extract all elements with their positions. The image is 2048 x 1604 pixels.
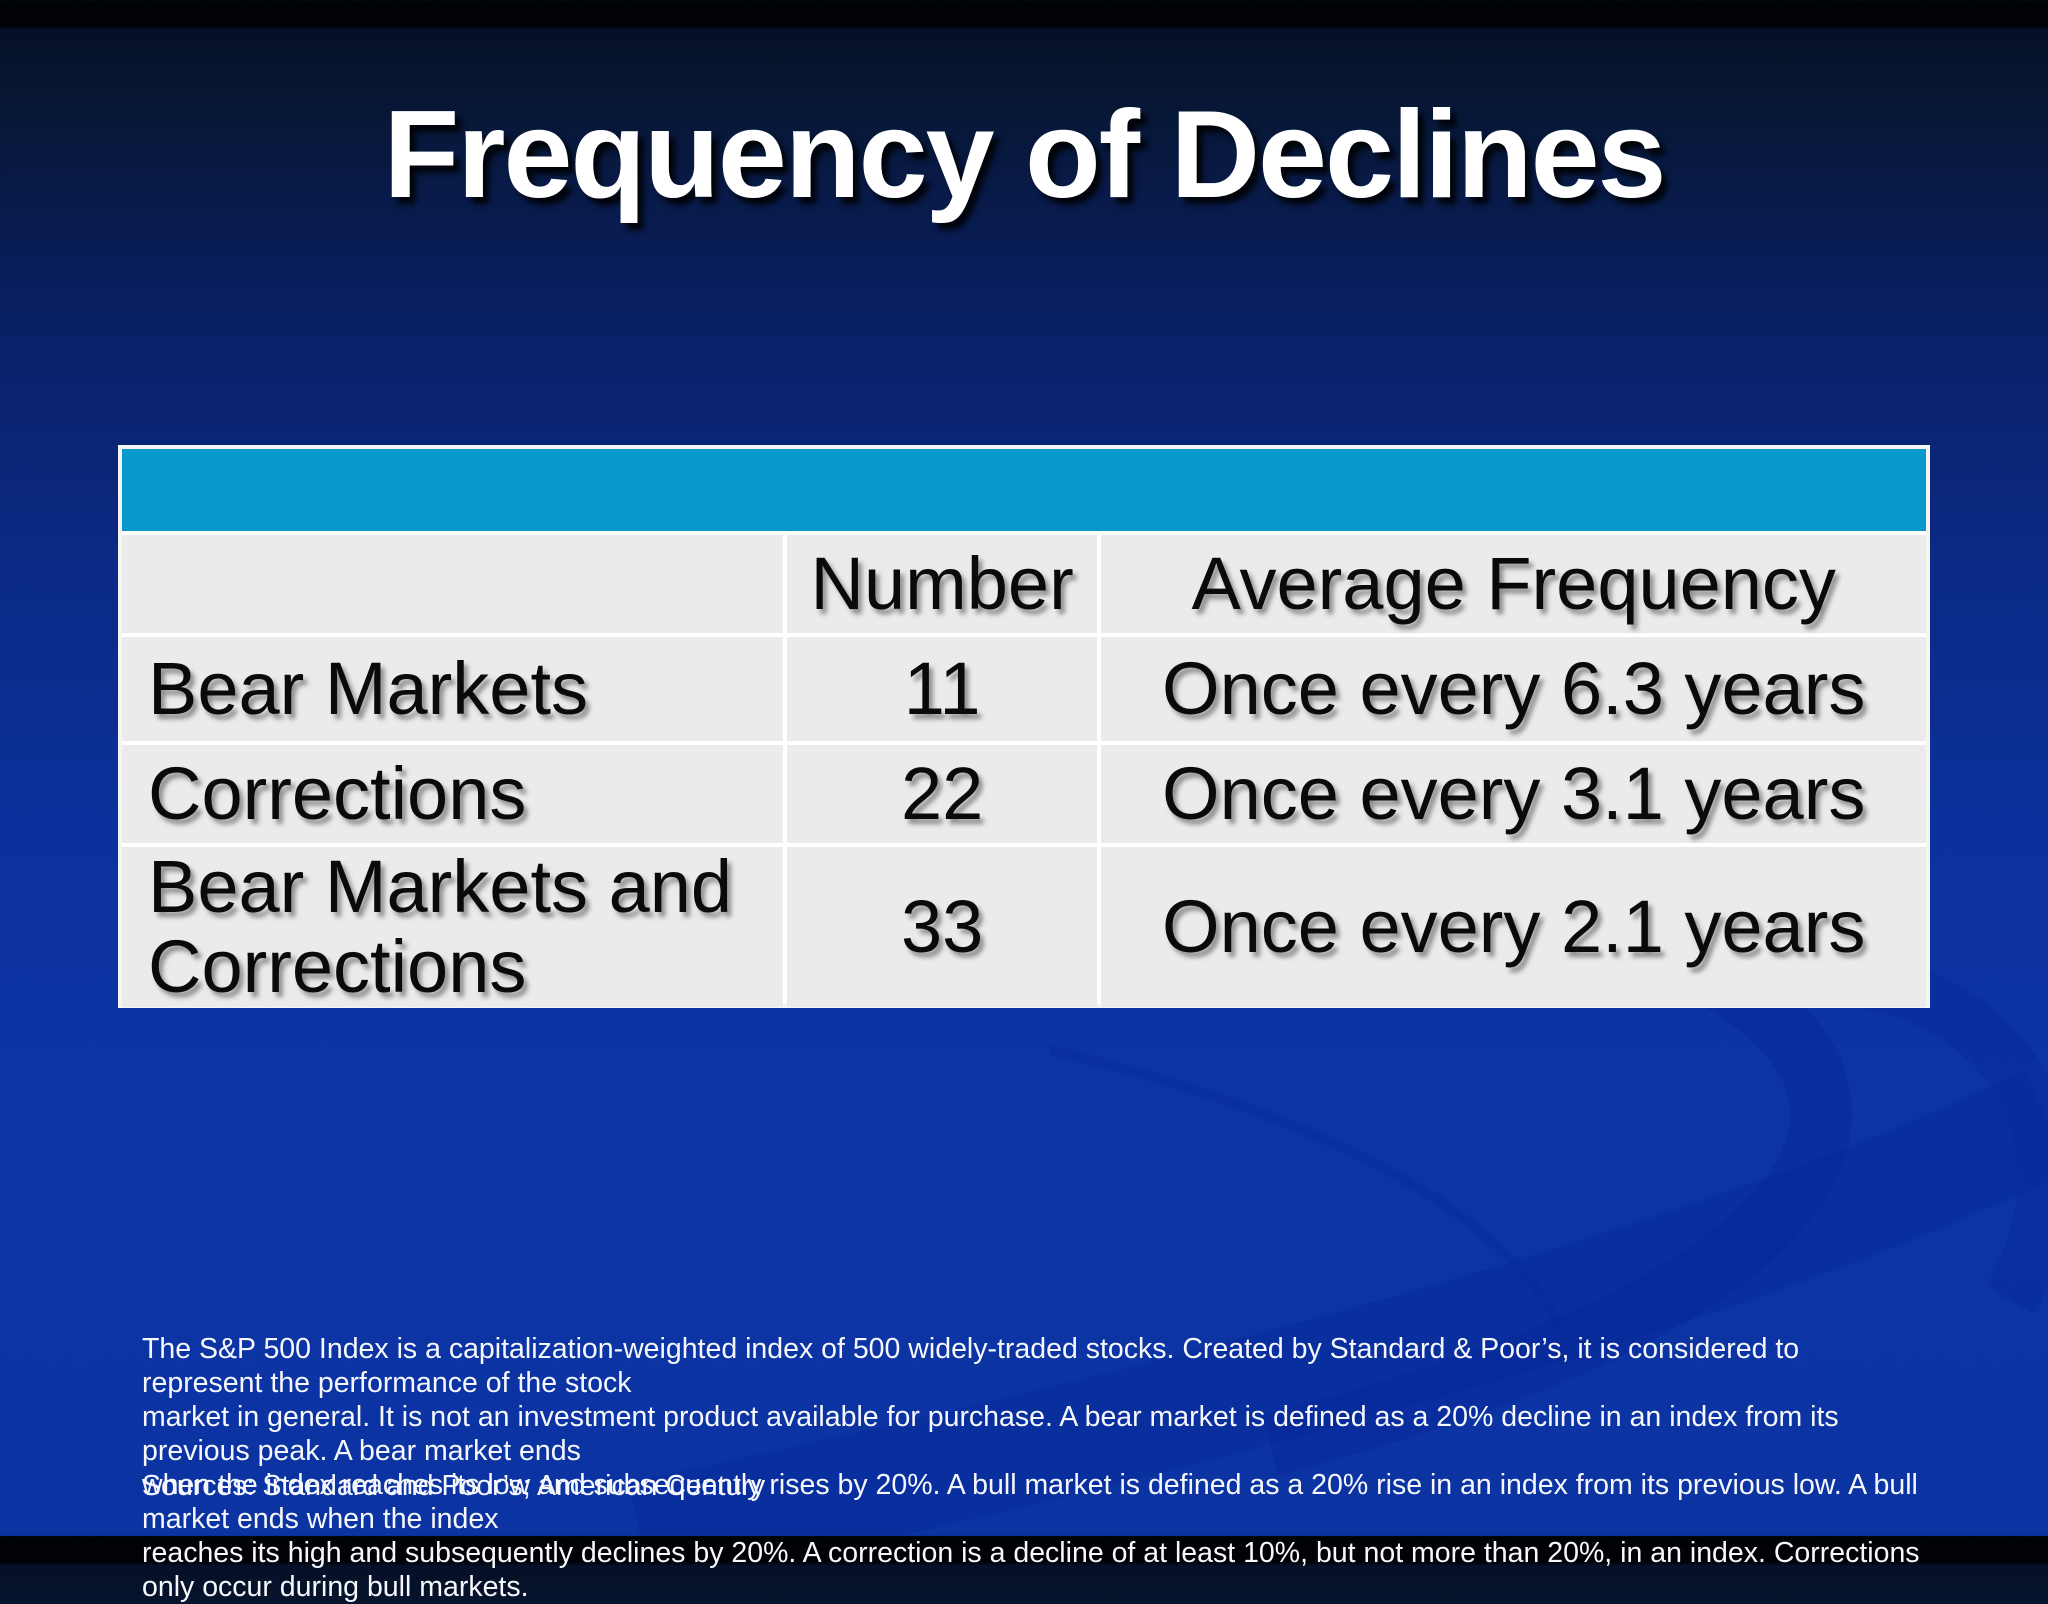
column-header-number: Number [786,535,1098,633]
table-row-label: Bear Markets [122,637,783,741]
column-header-frequency: Average Frequency [1101,535,1926,633]
footnote-line: market in general. It is not an investme… [142,1401,1839,1467]
table-header-band [122,449,1926,531]
table-row-number: 11 [786,637,1098,741]
table-row-number: 22 [786,745,1098,843]
column-header-blank [122,535,783,633]
table-row-frequency: Once every 6.3 years [1101,637,1926,741]
table-row-label: Corrections [122,745,783,843]
table-row-number: 33 [786,847,1098,1007]
footnote-line: reaches its high and subsequently declin… [142,1537,1920,1603]
slide-title: Frequency of Declines [383,86,1666,224]
footnote-paragraph: The S&P 500 Index is a capitalization-we… [142,1332,1922,1604]
sources-line: Sources: Standard and Poor’s; American C… [142,1470,766,1502]
table-row-frequency: Once every 2.1 years [1101,847,1926,1007]
declines-table: Number Average Frequency Bear Markets 11… [118,445,1930,1008]
table-row-frequency: Once every 3.1 years [1101,745,1926,843]
footnote-line: The S&P 500 Index is a capitalization-we… [142,1333,1800,1399]
table-row-label: Bear Markets and Corrections [122,847,783,1007]
footnote-line: when the index reaches its low and subse… [142,1469,1918,1535]
slide-background: { "slide": { "title": "Frequency of Decl… [0,0,2048,1536]
